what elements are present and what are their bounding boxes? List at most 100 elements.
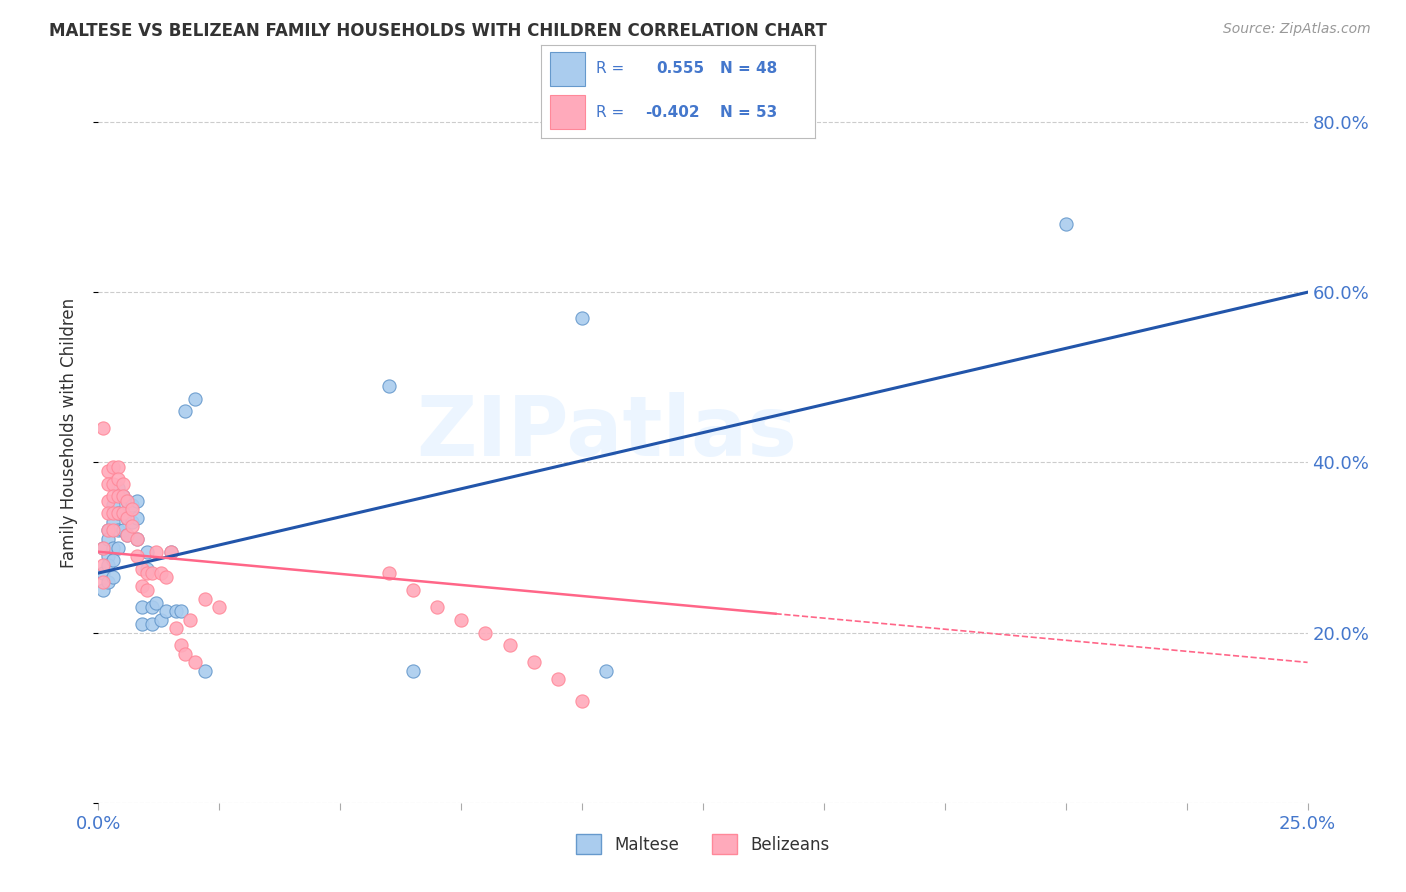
Point (97, 507, 120, 521)
Point (1054, 217, 1077, 231)
Point (107, 490, 129, 504)
Text: R =: R = (596, 104, 624, 120)
Point (101, 476, 124, 491)
Point (107, 507, 129, 521)
Point (150, 613, 173, 627)
Point (91, 541, 114, 555)
Point (127, 549, 149, 563)
Point (111, 490, 134, 504)
Point (97, 524, 120, 538)
Point (498, 639, 520, 653)
Point (91, 566, 114, 580)
Point (101, 553, 124, 567)
Point (135, 582, 157, 597)
Point (169, 639, 191, 653)
Point (117, 510, 139, 524)
Point (131, 579, 153, 593)
Point (402, 664, 425, 678)
Point (107, 507, 129, 521)
Point (141, 566, 163, 580)
Point (155, 570, 177, 584)
Point (101, 490, 124, 504)
Point (127, 493, 149, 508)
Point (97, 476, 120, 491)
Point (150, 566, 173, 580)
Point (127, 532, 149, 546)
Point (377, 566, 399, 580)
Point (121, 515, 143, 529)
Point (131, 562, 153, 576)
Point (111, 490, 134, 504)
Point (121, 519, 143, 533)
Point (107, 459, 129, 474)
Point (97, 464, 120, 478)
Point (169, 604, 191, 618)
Point (97, 524, 120, 538)
Point (101, 570, 124, 584)
Point (121, 498, 143, 512)
Point (145, 545, 167, 559)
Point (127, 510, 149, 524)
Point (117, 493, 139, 508)
Text: N = 53: N = 53 (720, 104, 776, 120)
Point (111, 507, 134, 521)
Point (131, 600, 153, 615)
Point (547, 673, 569, 687)
Point (111, 524, 134, 538)
Point (160, 545, 183, 559)
Point (165, 621, 187, 635)
Point (127, 532, 149, 546)
Point (121, 502, 143, 516)
Point (117, 527, 139, 541)
Point (474, 625, 496, 640)
Point (101, 459, 124, 474)
Point (101, 507, 124, 521)
Point (117, 493, 139, 508)
Text: 0.555: 0.555 (657, 62, 704, 77)
Point (107, 524, 129, 538)
Point (571, 694, 593, 708)
Point (155, 604, 177, 618)
Point (377, 379, 399, 393)
Point (135, 562, 157, 576)
Text: ZIPatlas: ZIPatlas (416, 392, 797, 473)
Point (595, 664, 617, 678)
Point (101, 524, 124, 538)
Point (91, 558, 114, 572)
Point (571, 310, 593, 325)
Point (97, 493, 120, 508)
Point (179, 613, 201, 627)
Point (97, 549, 120, 563)
Point (91, 541, 114, 555)
Point (107, 472, 129, 486)
Point (111, 476, 134, 491)
Point (101, 515, 124, 529)
Point (426, 600, 449, 615)
Point (174, 647, 197, 661)
Point (135, 545, 157, 559)
Legend: Maltese, Belizeans: Maltese, Belizeans (569, 828, 837, 861)
Text: N = 48: N = 48 (720, 62, 776, 77)
Point (141, 617, 163, 632)
Text: R =: R = (596, 62, 624, 77)
Point (184, 656, 207, 670)
Point (174, 404, 197, 418)
Point (117, 510, 139, 524)
Point (97, 532, 120, 546)
Y-axis label: Family Households with Children: Family Households with Children (59, 298, 77, 567)
Point (165, 604, 187, 618)
Point (91, 574, 114, 589)
Point (101, 498, 124, 512)
Point (135, 566, 157, 580)
FancyBboxPatch shape (550, 52, 585, 86)
Point (184, 392, 207, 406)
Point (194, 664, 217, 678)
Point (208, 600, 231, 615)
Point (450, 613, 472, 627)
Point (194, 591, 217, 606)
Point (141, 600, 163, 615)
Text: Source: ZipAtlas.com: Source: ZipAtlas.com (1223, 22, 1371, 37)
FancyBboxPatch shape (550, 95, 585, 129)
Text: MALTESE VS BELIZEAN FAMILY HOUSEHOLDS WITH CHILDREN CORRELATION CHART: MALTESE VS BELIZEAN FAMILY HOUSEHOLDS WI… (49, 22, 827, 40)
Point (145, 596, 167, 610)
